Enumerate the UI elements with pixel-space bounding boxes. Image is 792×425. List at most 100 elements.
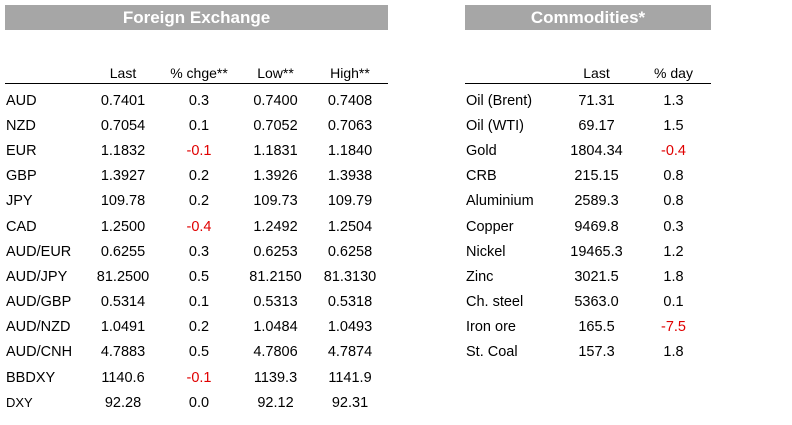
table-row: AUD/CNH 4.7883 0.5 4.7806 4.7874 <box>5 340 388 365</box>
table-row: AUD/JPY 81.2500 0.5 81.2150 81.3130 <box>5 264 388 289</box>
commodities-cell-last: 3021.5 <box>574 268 619 285</box>
fx-cell-last: 0.7054 <box>100 117 146 134</box>
table-row: EUR 1.1832 -0.1 1.1831 1.1840 <box>5 138 388 163</box>
commodities-header-row: Last % day <box>465 61 711 84</box>
commodities-cell-day: 1.8 <box>663 268 684 285</box>
fx-header-low: Low** <box>239 61 312 84</box>
fx-cell-chg: 0.2 <box>188 319 210 336</box>
fx-cell-low: 1139.3 <box>253 369 298 386</box>
fx-cell-last: 0.7401 <box>100 92 146 109</box>
fx-cell-name: GBP <box>6 168 37 185</box>
fx-cell-last: 4.7883 <box>100 344 146 361</box>
fx-header-chge: % chge** <box>159 61 239 84</box>
commodities-cell-day: -7.5 <box>661 319 686 336</box>
commodities-cell-name: Oil (Brent) <box>466 92 533 109</box>
commodities-cell-day: 0.8 <box>663 168 684 185</box>
table-row: CAD 1.2500 -0.4 1.2492 1.2504 <box>5 214 388 239</box>
table-row: JPY 109.78 0.2 109.73 109.79 <box>5 189 388 214</box>
fx-cell-last: 109.78 <box>100 193 146 210</box>
fx-cell-low: 0.7400 <box>253 92 298 109</box>
fx-cell-chg: 0.3 <box>188 92 210 109</box>
table-row: Aluminium 2589.3 0.8 <box>465 189 711 214</box>
commodities-cell-last: 9469.8 <box>574 218 619 235</box>
fx-cell-name: CAD <box>6 218 37 235</box>
commodities-cell-last: 69.17 <box>578 117 615 134</box>
fx-cell-last: 1.1832 <box>100 142 146 159</box>
fx-cell-name: AUD/CNH <box>6 344 73 361</box>
commodities-cell-day: 0.8 <box>663 193 684 210</box>
fx-cell-high: 0.7408 <box>327 92 373 109</box>
fx-cell-name: BBDXY <box>6 369 56 386</box>
commodities-cell-name: Ch. steel <box>466 294 524 311</box>
fx-cell-low: 4.7806 <box>253 344 298 361</box>
commodities-cell-last: 5363.0 <box>574 294 619 311</box>
commodities-title: Commodities* <box>465 5 711 30</box>
fx-cell-chg: 0.1 <box>188 117 210 134</box>
fx-cell-low: 81.2150 <box>249 268 302 285</box>
fx-cell-high: 1.1840 <box>327 142 373 159</box>
fx-cell-low: 1.3926 <box>253 168 298 185</box>
commodities-cell-last: 165.5 <box>578 319 615 336</box>
fx-cell-high: 1.2504 <box>327 218 373 235</box>
fx-cell-name: AUD/EUR <box>6 243 72 260</box>
commodities-cell-name: Nickel <box>466 243 506 260</box>
fx-cell-last: 81.2500 <box>96 268 150 285</box>
commodities-cell-last: 71.31 <box>578 92 615 109</box>
table-row: Nickel 19465.3 1.2 <box>465 239 711 264</box>
table-row: DXY 92.28 0.0 92.12 92.31 <box>5 390 388 415</box>
commodities-panel: Commodities* Last % day Oil (Brent) 71.31… <box>465 5 711 365</box>
table-row: AUD/EUR 0.6255 0.3 0.6253 0.6258 <box>5 239 388 264</box>
fx-cell-last: 1.2500 <box>100 218 146 235</box>
fx-cell-name: EUR <box>6 142 37 159</box>
table-row: CRB 215.15 0.8 <box>465 164 711 189</box>
commodities-header-name <box>465 61 557 84</box>
fx-cell-name: AUD/GBP <box>6 294 72 311</box>
commodities-cell-last: 2589.3 <box>574 193 619 210</box>
table-row: Copper 9469.8 0.3 <box>465 214 711 239</box>
table-row: BBDXY 1140.6 -0.1 1139.3 1141.9 <box>5 365 388 390</box>
fx-cell-chg: -0.4 <box>186 218 212 235</box>
fx-cell-high: 0.6258 <box>327 243 373 260</box>
fx-cell-name: NZD <box>6 117 36 134</box>
commodities-cell-day: 1.8 <box>663 344 684 361</box>
fx-cell-chg: -0.1 <box>186 142 212 159</box>
fx-cell-high: 0.7063 <box>327 117 373 134</box>
table-row: Ch. steel 5363.0 0.1 <box>465 290 711 315</box>
fx-cell-chg: 0.1 <box>188 294 210 311</box>
table-row: Zinc 3021.5 1.8 <box>465 264 711 289</box>
commodities-header-day: % day <box>636 61 711 84</box>
fx-cell-low: 0.7052 <box>253 117 298 134</box>
commodities-header-last: Last <box>557 61 636 84</box>
fx-cell-low: 109.73 <box>253 193 298 210</box>
commodities-cell-day: 0.1 <box>663 294 684 311</box>
fx-header-row: Last % chge** Low** High** <box>5 61 388 84</box>
commodities-cell-day: 0.3 <box>663 218 684 235</box>
fx-cell-low: 1.0484 <box>253 319 298 336</box>
fx-cell-last: 0.6255 <box>100 243 146 260</box>
commodities-cell-last: 19465.3 <box>570 243 623 260</box>
fx-panel: Foreign Exchange Last % chge** Low** Hig… <box>5 5 388 415</box>
commodities-cell-name: Zinc <box>466 268 494 285</box>
commodities-cell-name: Iron ore <box>466 319 516 336</box>
fx-cell-low: 1.2492 <box>253 218 298 235</box>
fx-cell-name: JPY <box>6 193 33 210</box>
commodities-cell-last: 1804.34 <box>570 142 623 159</box>
fx-cell-chg: 0.0 <box>188 394 210 411</box>
table-row: AUD/NZD 1.0491 0.2 1.0484 1.0493 <box>5 315 388 340</box>
commodities-cell-day: -0.4 <box>661 142 686 159</box>
commodities-cell-day: 1.3 <box>663 92 684 109</box>
fx-cell-chg: 0.5 <box>188 268 210 285</box>
fx-table: Last % chge** Low** High** AUD 0.7401 0.3 0… <box>5 61 388 415</box>
table-row: AUD/GBP 0.5314 0.1 0.5313 0.5318 <box>5 290 388 315</box>
table-row: St. Coal 157.3 1.8 <box>465 340 711 365</box>
fx-cell-high: 1.3938 <box>327 168 373 185</box>
fx-cell-high: 81.3130 <box>323 268 377 285</box>
fx-cell-name: AUD <box>6 92 37 109</box>
fx-title: Foreign Exchange <box>5 5 388 30</box>
commodities-cell-name: Gold <box>466 142 497 159</box>
fx-cell-name: AUD/JPY <box>6 268 68 285</box>
table-row: GBP 1.3927 0.2 1.3926 1.3938 <box>5 164 388 189</box>
fx-cell-last: 1.3927 <box>100 168 146 185</box>
fx-cell-last: 0.5314 <box>100 294 146 311</box>
fx-cell-last: 1.0491 <box>100 319 146 336</box>
